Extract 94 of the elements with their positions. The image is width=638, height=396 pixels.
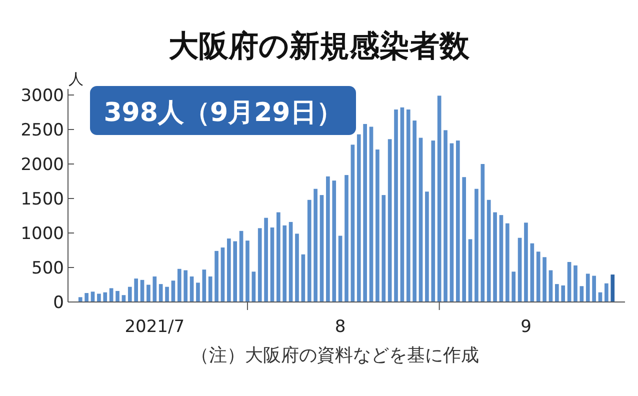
bar (152, 276, 157, 302)
bar (530, 243, 534, 302)
bar (382, 195, 386, 302)
bar (220, 247, 225, 302)
callout: 398人（9月29日） (90, 86, 356, 135)
bar (134, 278, 138, 302)
bar (456, 140, 460, 302)
bar (437, 96, 442, 302)
bar (394, 109, 398, 302)
bar (400, 107, 404, 302)
bar (356, 134, 361, 302)
y-tick-label: 2500 (20, 120, 64, 140)
bar (158, 284, 163, 302)
bar (376, 150, 380, 302)
annotation: 398人（9月29日） (104, 98, 342, 128)
bar (202, 270, 206, 302)
bar (512, 272, 516, 302)
bar (226, 238, 231, 302)
bar (338, 236, 342, 302)
bar (518, 238, 522, 302)
bar (239, 230, 244, 302)
bar (270, 227, 274, 302)
bar (116, 290, 120, 302)
bar (524, 222, 528, 302)
bar (555, 284, 559, 302)
bar (586, 274, 590, 302)
bar (499, 215, 504, 302)
bar (536, 252, 540, 302)
bar (314, 188, 318, 302)
y-tick-label: 3000 (20, 86, 64, 106)
y-tick-label: 0 (53, 293, 64, 313)
bar (493, 212, 497, 302)
bar (196, 282, 200, 302)
bar (462, 177, 466, 302)
bar (450, 143, 454, 302)
text: （注）大阪府の資料などを基に作成 (191, 345, 479, 366)
bar (288, 222, 293, 302)
chart-title: 大阪府の新規感染者数 (168, 29, 470, 64)
bar (177, 268, 182, 302)
bar (252, 272, 256, 302)
bar (84, 293, 88, 302)
bar (165, 286, 169, 302)
bar (332, 180, 336, 302)
bar (214, 250, 218, 302)
bar (301, 254, 306, 302)
x-tick-label: 2021/7 (124, 317, 185, 337)
bar (363, 124, 367, 302)
bar (610, 274, 615, 302)
y-axis-title: 人 (68, 70, 84, 88)
bar (350, 144, 355, 302)
x-tick-label: 8 (334, 317, 346, 337)
y-tick-label: 1500 (20, 190, 64, 210)
bar (326, 176, 330, 302)
bar (480, 164, 485, 302)
bar (103, 292, 108, 302)
bar (276, 212, 280, 302)
bar (474, 188, 478, 302)
bar (307, 200, 312, 302)
bar (295, 234, 299, 302)
bar (505, 223, 510, 302)
bar (574, 265, 578, 302)
bar (78, 297, 82, 302)
bar (369, 126, 374, 302)
bar (542, 257, 546, 302)
y-tick-label: 2000 (20, 155, 64, 175)
bar (567, 262, 572, 302)
bar (320, 195, 324, 302)
bar (425, 192, 429, 302)
bar (431, 140, 436, 302)
bar (344, 175, 348, 302)
bar (258, 228, 262, 302)
bar (412, 120, 416, 302)
bar (406, 109, 410, 302)
bar (264, 218, 268, 302)
bar (486, 200, 491, 302)
bar (97, 294, 101, 302)
bar (604, 283, 608, 302)
bar (233, 241, 238, 302)
bar (444, 130, 448, 302)
bar (128, 286, 132, 302)
bar (184, 270, 188, 302)
bar (282, 225, 287, 302)
bar (208, 276, 212, 302)
bar (592, 276, 596, 302)
bar (171, 280, 176, 302)
x-tick-label: 9 (520, 317, 532, 337)
bar (468, 239, 472, 302)
bar (418, 138, 423, 302)
bar (246, 240, 250, 302)
y-tick-label: 1000 (20, 224, 64, 244)
y-tick-label: 500 (32, 258, 64, 278)
bar (561, 285, 566, 302)
bar (388, 139, 392, 302)
bar (146, 284, 150, 302)
